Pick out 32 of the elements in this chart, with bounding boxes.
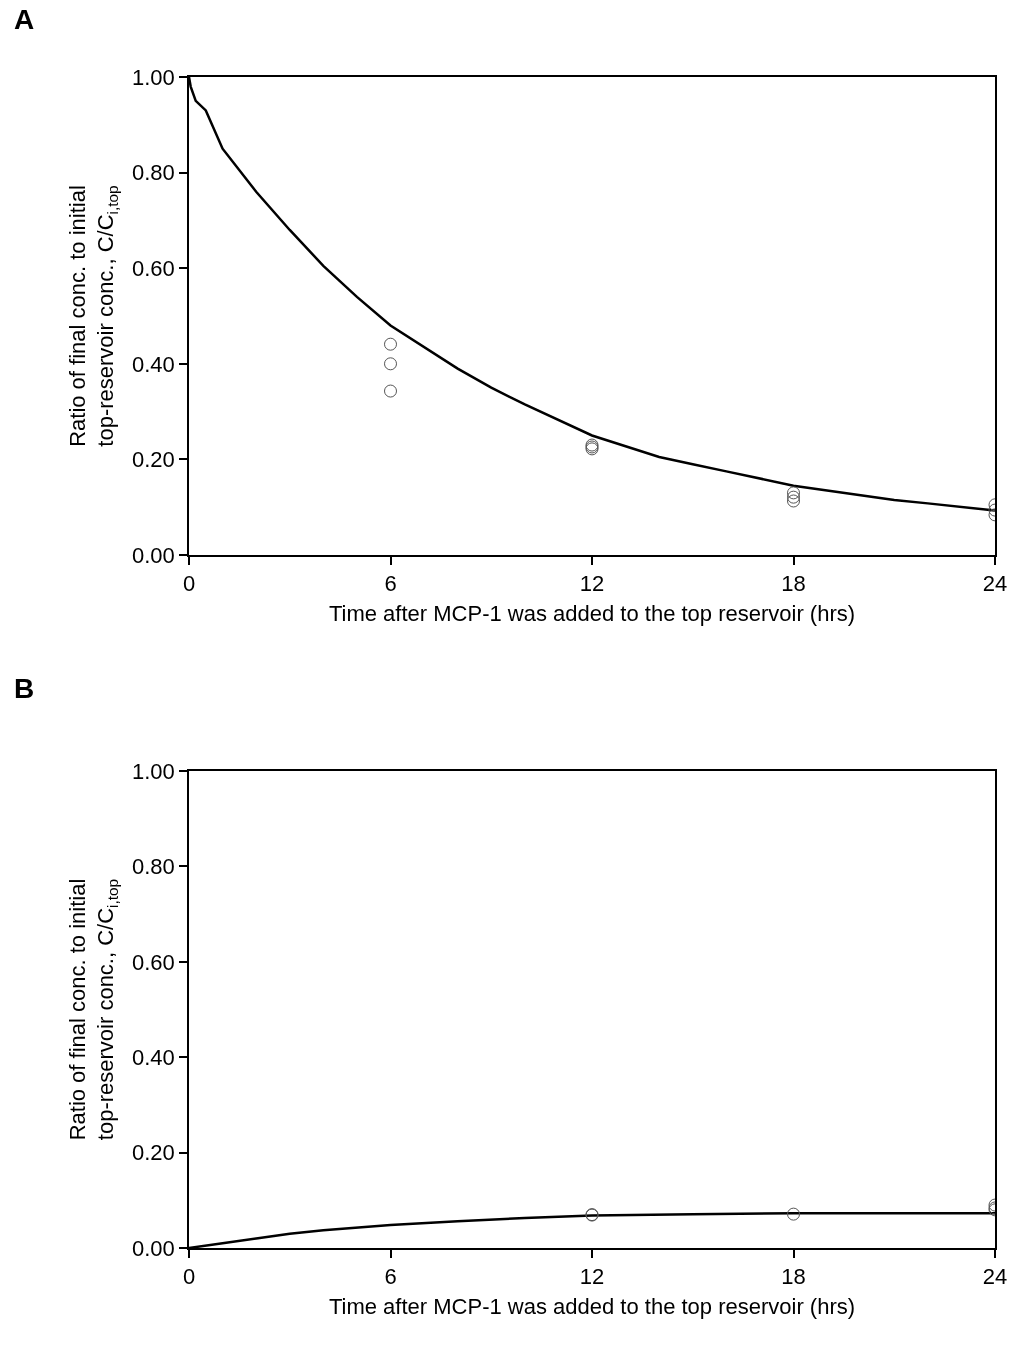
x-tick-label: 6 [384,1264,397,1290]
x-axis-title: Time after MCP-1 was added to the top reservoir (hrs) [328,600,856,626]
x-tick-label: 18 [781,571,806,597]
y-tick-label: 0.40 [132,351,175,377]
y-tick-label: 0.40 [132,1044,175,1070]
y-tick-label: 0.00 [132,542,175,568]
y-tick-label: 0.60 [132,949,175,975]
x-tick-label: 0 [182,571,196,597]
point [787,486,800,500]
x-axis-title: Time after MCP-1 was added to the top reservoir (hrs) [328,1293,856,1319]
y-tick-label: 0.00 [132,1235,175,1261]
y-tick-label: 1.00 [132,64,175,90]
y-tick-label: 1.00 [132,758,175,784]
point [384,337,397,351]
y-tick-label: 0.20 [132,447,175,473]
x-tick-label: 18 [781,1264,806,1290]
point [787,490,800,504]
x-tick-label: 12 [579,571,605,597]
x-tick-label: 24 [982,1264,1008,1290]
y-tick-label: 0.80 [132,160,175,186]
y-tick-label: 0.20 [132,1140,175,1166]
point [787,494,800,508]
x-tick-label: 12 [579,1264,605,1290]
x-tick-label: 6 [384,571,397,597]
y-tick-label: 0.60 [132,255,175,281]
point [384,384,397,398]
x-tick-label: 0 [182,1264,196,1290]
point [384,357,397,371]
y-tick-label: 0.80 [132,854,175,880]
x-tick-label: 24 [982,571,1008,597]
chart-title: A [14,4,35,35]
chart-title: B [14,673,35,704]
